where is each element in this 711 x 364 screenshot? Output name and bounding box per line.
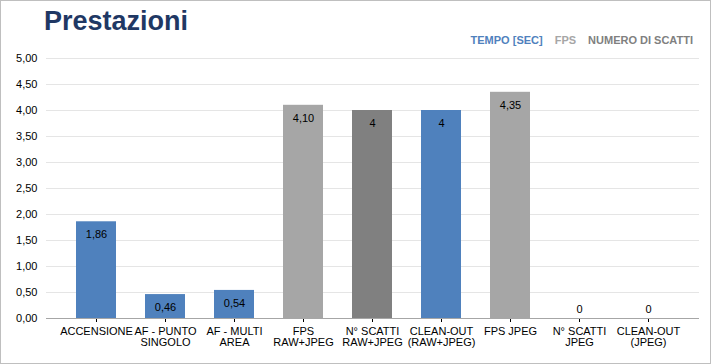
- svg-text:1,50: 1,50: [16, 234, 37, 246]
- svg-text:AF - MULTIAREA: AF - MULTIAREA: [206, 325, 262, 348]
- html-text:TEMPO [SEC]: TEMPO [SEC]: [470, 34, 543, 46]
- html-text:Prestazioni: Prestazioni: [44, 6, 188, 36]
- svg-text:0: 0: [576, 303, 582, 315]
- svg-text:ACCENSIONE: ACCENSIONE: [60, 325, 133, 337]
- svg-text:CLEAN-OUT(JPEG): CLEAN-OUT(JPEG): [617, 325, 681, 348]
- svg-text:0,00: 0,00: [16, 312, 37, 324]
- svg-text:1,86: 1,86: [86, 228, 107, 240]
- svg-text:0,46: 0,46: [155, 301, 176, 313]
- svg-text:N° SCATTIRAW+JPEG: N° SCATTIRAW+JPEG: [342, 325, 402, 348]
- html-text:FPS: FPS: [554, 34, 577, 46]
- svg-text:4,35: 4,35: [500, 99, 521, 111]
- svg-text:N° SCATTIJPEG: N° SCATTIJPEG: [553, 325, 607, 348]
- svg-text:4: 4: [369, 117, 375, 129]
- svg-text:4: 4: [438, 117, 444, 129]
- svg-text:1,00: 1,00: [16, 260, 37, 272]
- svg-text:4,10: 4,10: [293, 112, 314, 124]
- svg-text:3,00: 3,00: [16, 156, 37, 168]
- html-text:NUMERO DI SCATTI: NUMERO DI SCATTI: [588, 34, 693, 46]
- svg-text:4,50: 4,50: [16, 78, 37, 90]
- svg-text:2,00: 2,00: [16, 208, 37, 220]
- svg-text:0,54: 0,54: [224, 297, 245, 309]
- svg-text:FPSRAW+JPEG: FPSRAW+JPEG: [273, 325, 333, 348]
- svg-text:FPS JPEG: FPS JPEG: [484, 325, 537, 337]
- svg-text:5,00: 5,00: [16, 52, 37, 64]
- svg-text:4,00: 4,00: [16, 104, 37, 116]
- svg-text:2,50: 2,50: [16, 182, 37, 194]
- svg-text:AF - PUNTOSINGOLO: AF - PUNTOSINGOLO: [134, 325, 197, 348]
- svg-text:3,50: 3,50: [16, 130, 37, 142]
- svg-text:CLEAN-OUT(RAW+JPEG): CLEAN-OUT(RAW+JPEG): [408, 325, 476, 348]
- svg-text:0: 0: [645, 303, 651, 315]
- svg-text:0,50: 0,50: [16, 286, 37, 298]
